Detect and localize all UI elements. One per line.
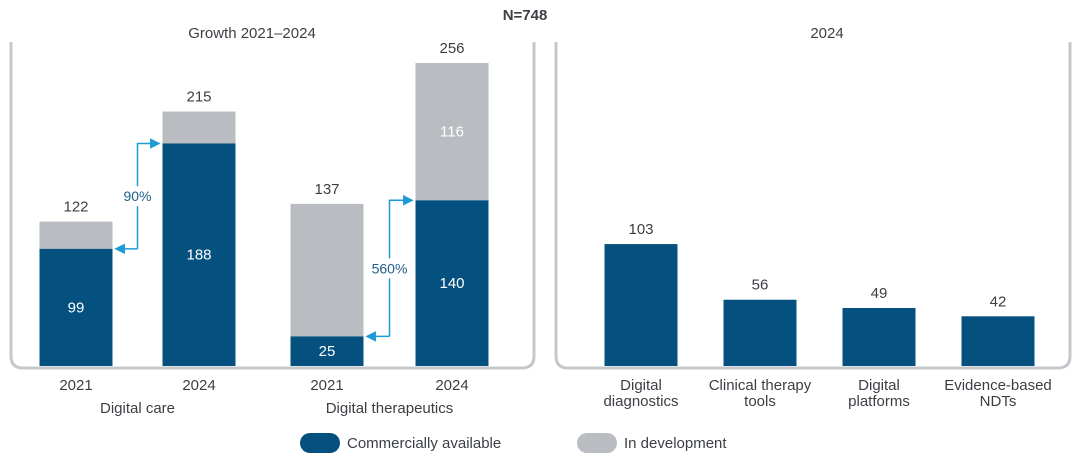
group-label: Digital care [100,400,175,417]
bar-commercially-available [723,299,797,366]
right-panel-title: 2024 [810,25,843,42]
left-tick-labels: 2021 2024 2021 2024 [59,377,468,394]
left-bars-layer: 99 122 188 215 25 137 140 116 256 [39,40,489,366]
bar-commercially-available [39,248,113,366]
bar-total-label: 137 [314,181,339,198]
x-tick-label: Clinical therapy tools [709,377,812,410]
x-tick-label: 2024 [182,377,215,394]
x-tick-label-line: platforms [848,393,910,410]
bar-in-development [415,63,489,201]
legend-label: Commercially available [347,435,501,452]
bar-value-label: 49 [871,285,888,302]
bar-commercially-available [162,143,236,366]
bar-value-label: 56 [752,277,769,294]
x-tick-label-line: Evidence-based [944,377,1052,394]
bar-value-label: 42 [990,293,1007,310]
x-tick-label: Digital diagnostics [603,377,678,410]
bar-value-development: 116 [440,124,464,141]
growth-arrow-line [136,138,161,249]
left-group-labels: Digital care Digital therapeutics [100,400,453,417]
x-tick-label-line: diagnostics [603,393,678,410]
bar-total-label: 215 [186,89,211,106]
growth-arrows-layer: 90% 560% [114,138,414,342]
bar-total-label: 122 [63,199,88,216]
right-bars-layer: 103 56 49 42 [604,221,1035,366]
x-tick-label-line: tools [744,393,776,410]
left-panel-title: Growth 2021–2024 [188,25,316,42]
bar-value-commercial: 140 [439,275,464,292]
x-tick-label-line: Clinical therapy [709,377,812,394]
x-tick-label: Evidence-based NDTs [944,377,1052,410]
x-tick-label-line: NDTs [980,393,1017,410]
bar-in-development [39,221,113,249]
legend: Commercially available In development [300,433,727,453]
x-tick-label: 2024 [435,377,468,394]
growth-percent-label: 560% [372,260,408,276]
growth-label-bg [118,186,157,207]
bar-value-label: 103 [628,221,653,238]
legend-swatch [577,433,617,453]
legend-swatch [300,433,340,453]
growth-label-bg [366,258,413,279]
bar-commercially-available [842,308,916,366]
x-tick-label-line: Digital [620,377,662,394]
right-panel-frame [554,42,1072,370]
sample-size-label: N=748 [503,7,548,24]
group-label: Digital therapeutics [326,400,454,417]
left-panel-frame [9,42,536,370]
bar-value-commercial: 99 [68,299,85,316]
bar-value-commercial: 188 [186,247,211,264]
x-tick-label-line: Digital [858,377,900,394]
bar-commercially-available [604,244,678,366]
growth-percent-label: 90% [123,188,151,204]
bar-commercially-available [415,200,489,366]
x-tick-label: 2021 [310,377,343,394]
x-tick-label: Digital platforms [848,377,910,410]
bar-commercially-available [961,316,1035,366]
bar-commercially-available [290,336,364,366]
bar-in-development [162,111,236,144]
bar-in-development [290,203,364,337]
bar-total-label: 256 [439,40,464,57]
legend-label: In development [624,435,727,452]
bar-value-commercial: 25 [319,343,336,360]
x-tick-label: 2021 [59,377,92,394]
growth-arrow-line [388,195,414,337]
